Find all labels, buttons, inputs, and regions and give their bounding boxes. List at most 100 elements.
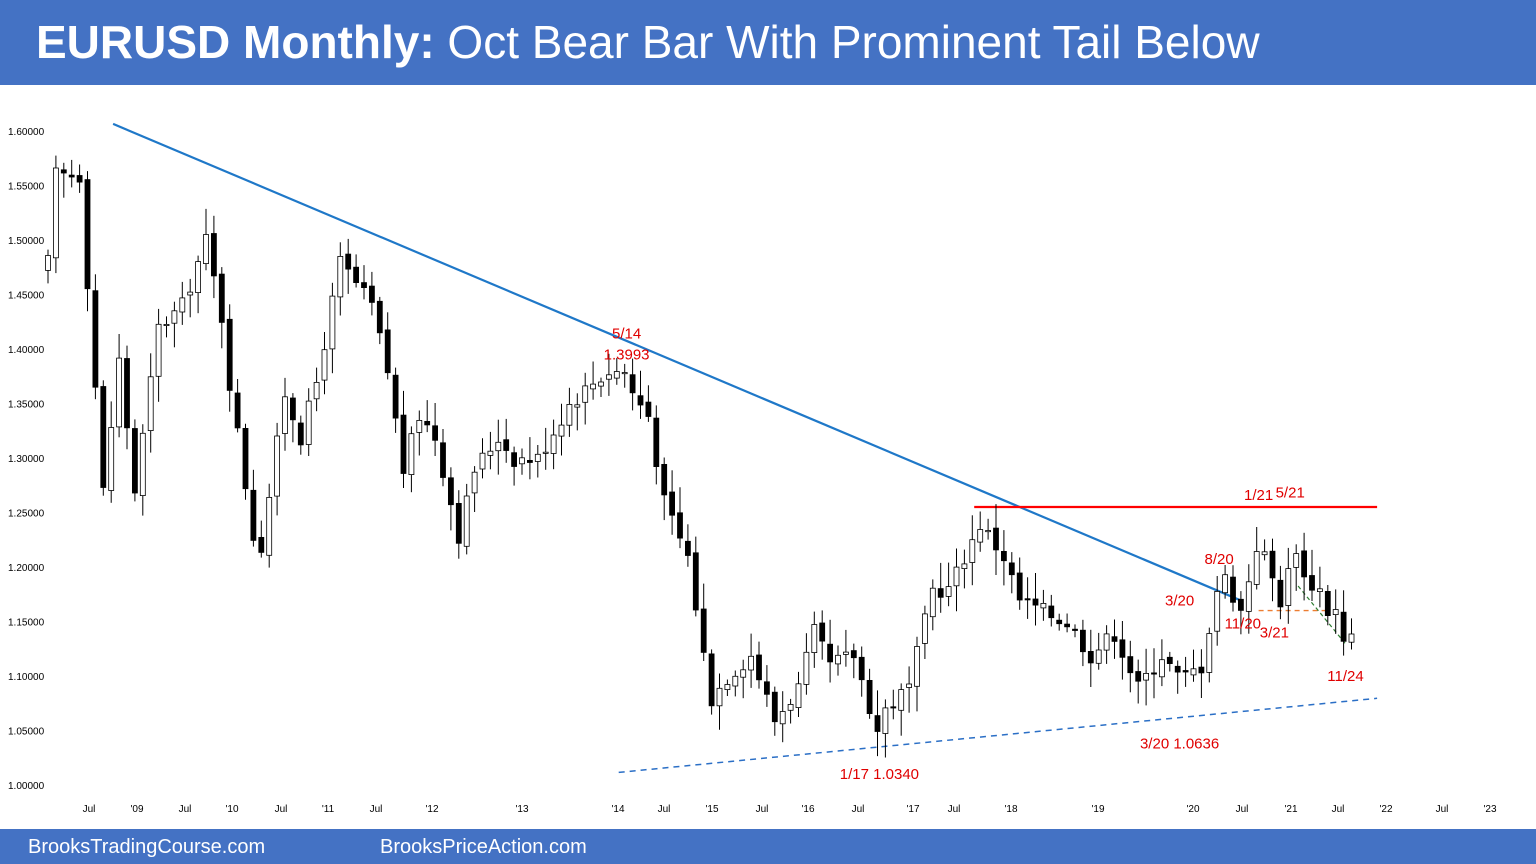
- bull-candle: [139, 432, 146, 496]
- bear-candle: [1174, 665, 1181, 673]
- bull-candle: [203, 234, 209, 265]
- bear-candle: [297, 422, 304, 446]
- y-tick-label: 1.45000: [8, 291, 45, 302]
- bull-candle: [977, 529, 984, 543]
- bull-candle: [1143, 673, 1149, 681]
- bull-candle: [534, 453, 541, 462]
- bear-candle: [60, 169, 67, 174]
- x-tick-label: Jul: [756, 804, 769, 815]
- bear-candle: [1001, 550, 1007, 562]
- annotation-label: 5/21: [1276, 485, 1305, 502]
- bear-candle: [1119, 639, 1126, 658]
- annotation-label: 1/21: [1244, 487, 1273, 504]
- bear-candle: [1198, 666, 1205, 674]
- bear-candle: [100, 386, 107, 488]
- x-tick-label: '11: [322, 804, 335, 815]
- bear-candle: [92, 290, 99, 388]
- bull-candle: [329, 295, 336, 350]
- bear-candle: [677, 512, 683, 539]
- bull-candle: [803, 651, 810, 685]
- bear-candle: [226, 318, 233, 391]
- bear-candle: [1166, 656, 1173, 664]
- bull-candle: [1253, 551, 1260, 585]
- page-title: EURUSD Monthly: Oct Bear Bar With Promin…: [36, 14, 1260, 70]
- bear-candle: [874, 715, 881, 732]
- bull-candle: [313, 381, 320, 400]
- bull-candle: [843, 651, 849, 655]
- x-tick-label: Jul: [948, 804, 961, 815]
- y-tick-label: 1.50000: [8, 236, 45, 247]
- bear-candle: [289, 397, 296, 421]
- bull-candle: [147, 376, 154, 431]
- bear-candle: [76, 175, 83, 183]
- bear-candle: [661, 463, 668, 496]
- footer-bar: BrooksTradingCourse.com BrooksPriceActio…: [0, 829, 1536, 864]
- bear-candle: [993, 527, 999, 551]
- bull-candle: [906, 683, 912, 688]
- footer-link-price-action[interactable]: BrooksPriceAction.com: [380, 836, 587, 858]
- annotation-label: 3/21: [1260, 624, 1289, 641]
- bear-candle: [850, 650, 857, 659]
- bear-candle: [1048, 605, 1055, 619]
- bull-candle: [116, 357, 122, 428]
- bull-candle: [550, 434, 557, 454]
- bull-candle: [787, 704, 794, 711]
- footer-link-trading-course[interactable]: BrooksTradingCourse.com: [28, 836, 266, 858]
- bear-candle: [124, 358, 130, 429]
- bear-candle: [708, 653, 715, 707]
- bull-candle: [1214, 590, 1221, 632]
- bull-candle: [740, 669, 747, 678]
- bull-candle: [266, 496, 273, 556]
- x-tick-label: Jul: [1332, 804, 1345, 815]
- x-tick-label: Jul: [852, 804, 865, 815]
- support-trendline: [618, 697, 1378, 774]
- y-tick-label: 1.25000: [8, 509, 45, 520]
- bull-candle: [835, 654, 841, 665]
- bull-candle: [321, 349, 328, 381]
- bear-candle: [1111, 636, 1118, 642]
- bull-candle: [53, 167, 59, 259]
- bull-candle: [795, 683, 802, 708]
- bull-candle: [1040, 603, 1047, 609]
- y-tick-label: 1.05000: [8, 727, 45, 738]
- x-tick-label: '16: [801, 804, 814, 815]
- x-tick-label: Jul: [1236, 804, 1249, 815]
- bear-candle: [685, 540, 691, 556]
- x-tick-label: Jul: [179, 804, 192, 815]
- bear-candle: [368, 285, 375, 303]
- bull-candle: [282, 396, 288, 434]
- bull-candle: [187, 291, 194, 296]
- bear-candle: [669, 491, 675, 516]
- x-tick-label: '17: [906, 804, 919, 815]
- y-tick-label: 1.10000: [8, 672, 45, 683]
- y-tick-label: 1.15000: [8, 618, 45, 629]
- bull-candle: [724, 684, 731, 690]
- bear-candle: [384, 329, 391, 374]
- bull-candle: [479, 452, 486, 470]
- bear-candle: [131, 428, 138, 494]
- bear-candle: [819, 622, 826, 642]
- title-bar: EURUSD Monthly: Oct Bear Bar With Promin…: [0, 0, 1536, 85]
- bear-candle: [1008, 562, 1015, 576]
- bear-candle: [629, 374, 636, 394]
- bear-candle: [1024, 598, 1031, 601]
- x-tick-label: '12: [425, 804, 438, 815]
- y-axis: 1.60000 1.55000 1.50000 1.45000 1.40000 1.350…: [8, 127, 45, 792]
- bull-candle: [487, 450, 494, 456]
- annotation-label: 11/24: [1327, 668, 1363, 685]
- bear-candle: [1238, 598, 1244, 611]
- bear-candle: [866, 680, 873, 715]
- bull-candle: [922, 613, 928, 644]
- y-tick-label: 1.40000: [8, 345, 45, 356]
- bull-candle: [1159, 659, 1165, 678]
- annotations: 5/14 1.3993 1/21 5/21 8/20 3/20 11/203/21 11/24…: [604, 326, 1364, 783]
- bull-candle: [542, 451, 549, 454]
- bear-candle: [440, 442, 446, 478]
- x-tick-label: Jul: [370, 804, 383, 815]
- bull-candle: [1332, 609, 1339, 615]
- y-tick-label: 1.00000: [8, 781, 45, 792]
- annotation-label: 1.3993: [604, 346, 650, 363]
- bear-candle: [1072, 628, 1078, 631]
- bear-candle: [392, 374, 399, 419]
- bear-candle: [376, 300, 383, 334]
